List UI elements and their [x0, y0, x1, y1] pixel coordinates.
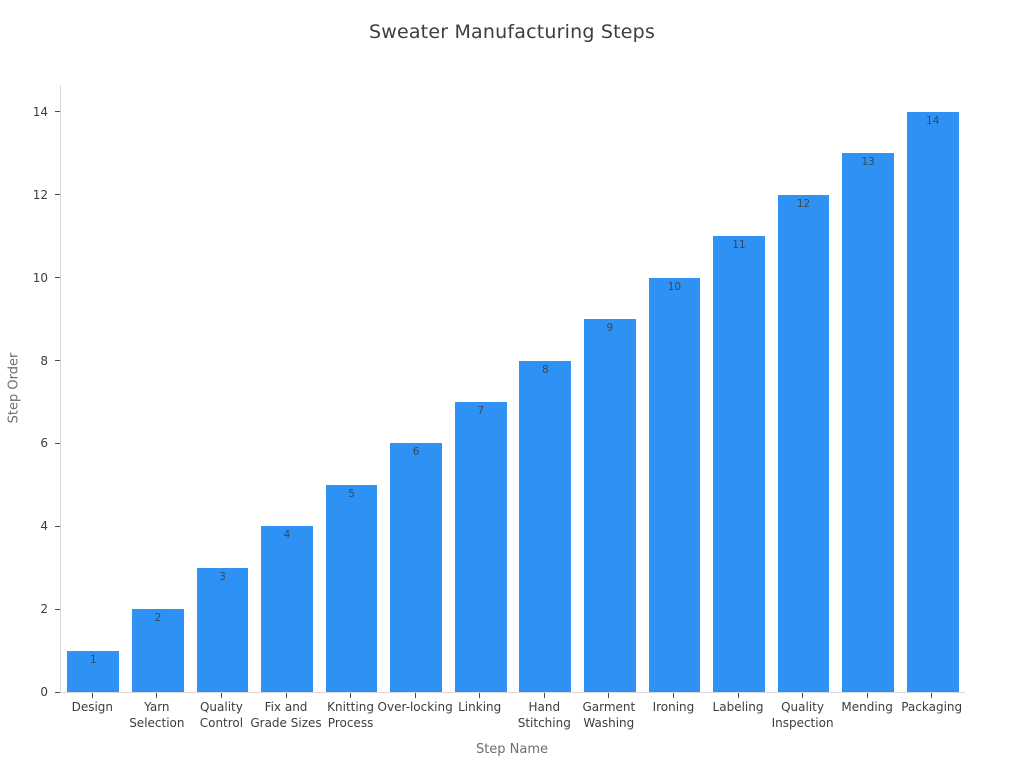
x-tick-label-line: Selection: [129, 715, 185, 730]
bar-value-label: 2: [154, 612, 162, 625]
x-tick-mark: [91, 693, 93, 698]
bar-value-label: 14: [926, 114, 940, 127]
x-tick-label: Knitting Process: [303, 700, 399, 731]
bar-value-label: 9: [606, 322, 614, 335]
x-tick-mark: [931, 693, 933, 698]
bar: 10: [648, 277, 701, 692]
bar-value-label: 10: [667, 280, 682, 293]
y-tick-label: 0: [40, 685, 48, 699]
bar: 4: [261, 526, 313, 692]
x-tick-label-line: Packaging: [901, 700, 963, 714]
y-tick-mark: [55, 277, 60, 279]
y-tick-mark: [55, 608, 60, 610]
x-tick-mark: [479, 693, 481, 698]
x-tick-label-line: Quality: [781, 700, 824, 714]
x-tick-label-line: Mending: [841, 700, 893, 714]
x-tick-label-line: Knitting: [327, 700, 374, 714]
x-tick-label: Quality Inspection: [755, 700, 851, 731]
x-tick-mark: [802, 693, 804, 698]
x-tick-mark: [156, 693, 158, 698]
y-tick-mark: [55, 691, 60, 693]
x-tick-mark: [737, 693, 739, 698]
y-tick-mark: [55, 442, 60, 444]
bar: 5: [325, 484, 378, 692]
y-tick-label: 2: [40, 602, 48, 617]
x-tick-mark: [285, 693, 287, 698]
x-tick-label: Linking: [432, 700, 528, 716]
x-tick-label-line: Process: [327, 715, 374, 730]
bar: 11: [713, 236, 765, 692]
x-tick-label: Design: [44, 700, 140, 716]
x-tick-mark: [414, 693, 416, 698]
x-tick-label-line: Garment: [582, 700, 636, 714]
x-axis-title: Step Name: [475, 742, 549, 757]
x-axis: Design Yarn Selection Quality Control Fix and…: [60, 693, 964, 741]
x-tick-label-line: Inspection: [771, 715, 834, 730]
bar: 3: [196, 567, 249, 692]
bar-value-label: 3: [219, 570, 226, 583]
y-tick-label: 10: [32, 270, 48, 285]
bar-value-label: 4: [283, 529, 291, 542]
bar: 8: [519, 360, 572, 692]
bar: 2: [132, 609, 184, 692]
x-tick-label: Garment Washing: [561, 700, 657, 731]
y-tick-mark: [55, 194, 60, 196]
x-tick-label-line: Design: [71, 700, 114, 714]
bar-value-label: 13: [861, 156, 875, 169]
bar: 7: [454, 401, 507, 692]
bar: 14: [906, 111, 959, 692]
x-tick-mark: [608, 693, 610, 698]
x-tick-mark: [350, 693, 352, 698]
x-tick-label: Fix and Grade Sizes: [238, 700, 334, 731]
y-tick-label: 12: [32, 187, 48, 202]
x-tick-label-line: Grade Sizes: [250, 715, 322, 730]
x-tick-label-line: Control: [199, 715, 244, 730]
y-tick-mark: [55, 111, 60, 113]
x-tick-label-line: Stitching: [517, 715, 571, 730]
bar-value-label: 12: [796, 197, 811, 210]
x-tick-label: Packaging: [884, 700, 980, 716]
bar-value-label: 6: [412, 446, 420, 459]
y-tick-label: 4: [40, 519, 48, 534]
chart-title: Sweater Manufacturing Steps: [368, 21, 656, 43]
x-tick-label-line: Yarn: [144, 700, 170, 714]
bar-value-label: 8: [541, 363, 549, 376]
x-tick-mark: [866, 693, 868, 698]
x-tick-label: Yarn Selection: [109, 700, 205, 731]
x-tick-label-line: Hand: [528, 700, 561, 714]
x-tick-label: Quality Control: [173, 700, 269, 731]
bar-value-label: 7: [477, 404, 485, 417]
bar: 12: [777, 194, 830, 692]
y-tick-label: 14: [32, 104, 48, 119]
bar-value-label: 11: [732, 239, 746, 252]
x-tick-label: Over-locking: [367, 700, 463, 716]
x-tick-label-line: Ironing: [652, 700, 695, 714]
x-tick-label-line: Washing: [583, 715, 635, 730]
bar: 13: [842, 153, 894, 692]
x-tick-label: Labeling: [690, 700, 786, 716]
x-tick-label-line: Quality: [199, 700, 243, 714]
x-tick-label-line: Linking: [458, 700, 502, 714]
y-tick-label: 6: [40, 436, 48, 451]
x-tick-mark: [220, 693, 222, 698]
x-tick-label-line: Over-locking: [377, 700, 453, 714]
bar: 9: [584, 319, 636, 692]
x-tick-label: Mending: [819, 700, 915, 716]
plot-area: 1 2 3 4 5 6 7 8 9 10 11 12 13 14: [60, 85, 965, 693]
bar-value-label: 1: [89, 653, 97, 666]
x-tick-mark: [672, 693, 674, 698]
y-tick-mark: [55, 360, 60, 362]
y-axis: 0 2 4 6 8 10 12 14: [0, 85, 60, 699]
x-tick-label-line: Fix and: [264, 700, 308, 714]
bar: 1: [67, 650, 120, 692]
x-tick-label: Hand Stitching: [496, 700, 592, 731]
x-tick-label-line: Labeling: [712, 700, 764, 714]
x-tick-mark: [543, 693, 545, 698]
bar-value-label: 5: [348, 487, 355, 500]
bar: 6: [390, 443, 442, 692]
y-tick-label: 8: [40, 353, 48, 368]
y-tick-mark: [55, 525, 60, 527]
x-tick-label: Ironing: [625, 700, 721, 716]
